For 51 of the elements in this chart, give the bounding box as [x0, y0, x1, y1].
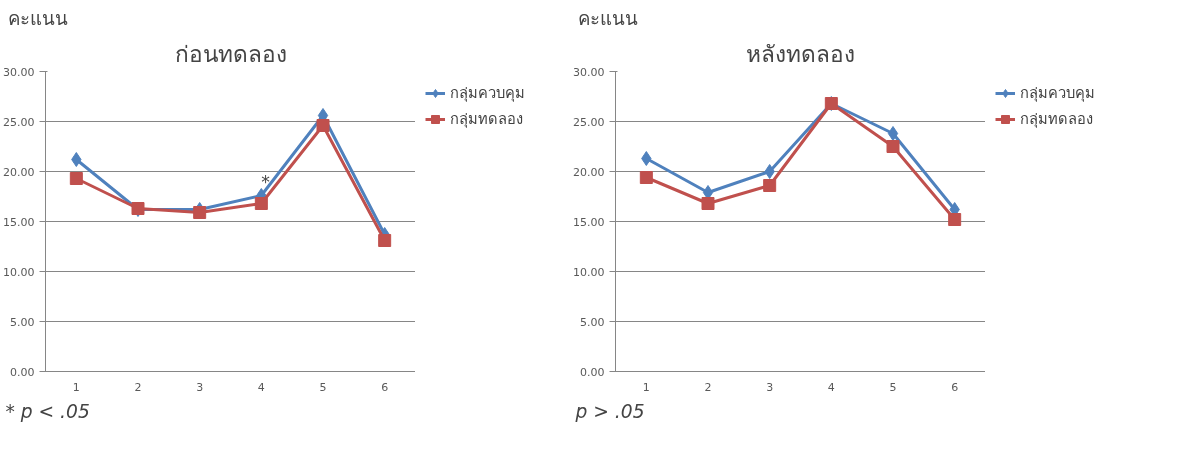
point — [378, 234, 392, 247]
point — [886, 140, 900, 153]
y-axis-title: คะแนน — [7, 7, 68, 29]
y-tick-label: 30.00 — [3, 65, 35, 79]
x-tick-label: 1 — [72, 380, 80, 394]
point — [763, 179, 777, 192]
y-tick-label: 0.00 — [10, 365, 35, 379]
legend-label: กลุ่มทดลอง — [1020, 109, 1093, 130]
y-axis-title: คะแนน — [577, 7, 638, 29]
y-tick-label: 15.00 — [3, 215, 35, 229]
text: p > .05 — [574, 400, 645, 422]
y-tick-label: 25.00 — [3, 115, 35, 129]
text: * p < .05 — [5, 400, 90, 422]
y-tick-label: 0.00 — [580, 365, 605, 379]
y-tick-label: 20.00 — [3, 165, 35, 179]
y-tick-label: 20.00 — [573, 165, 605, 179]
y-tick-label: 10.00 — [573, 265, 605, 279]
x-tick-label: 3 — [196, 380, 204, 394]
point — [254, 197, 268, 210]
point — [193, 206, 207, 219]
y-tick-label: 15.00 — [573, 215, 605, 229]
y-tick-label: 30.00 — [573, 65, 605, 79]
x-tick-label: 2 — [134, 380, 142, 394]
legend-label: กลุ่มควบคุม — [450, 83, 525, 104]
point — [71, 152, 82, 167]
annotation: * — [261, 171, 271, 192]
point — [69, 172, 83, 185]
x-tick-label: 5 — [889, 380, 897, 394]
chart-title: ก่อนทดลอง — [174, 40, 287, 67]
x-tick-label: 6 — [381, 380, 389, 394]
point — [701, 197, 715, 210]
legend-label: กลุ่มควบคุม — [1020, 83, 1095, 104]
chart-title: หลังทดลอง — [746, 40, 855, 67]
x-tick-label: 6 — [951, 380, 959, 394]
point — [641, 151, 652, 166]
point — [764, 164, 775, 179]
point — [948, 213, 962, 226]
y-tick-label: 5.00 — [580, 315, 605, 329]
legend-label: กลุ่มทดลอง — [450, 109, 523, 130]
x-tick-label: 4 — [257, 380, 265, 394]
x-tick-label: 3 — [766, 380, 774, 394]
point — [887, 126, 899, 141]
x-tick-label: 1 — [642, 380, 650, 394]
x-tick-label: 2 — [704, 380, 712, 394]
point — [639, 171, 653, 184]
point — [316, 119, 330, 132]
y-tick-label: 25.00 — [573, 115, 605, 129]
x-tick-label: 4 — [827, 380, 835, 394]
y-tick-label: 10.00 — [3, 265, 35, 279]
y-tick-label: 5.00 — [10, 315, 35, 329]
x-tick-label: 5 — [319, 380, 327, 394]
